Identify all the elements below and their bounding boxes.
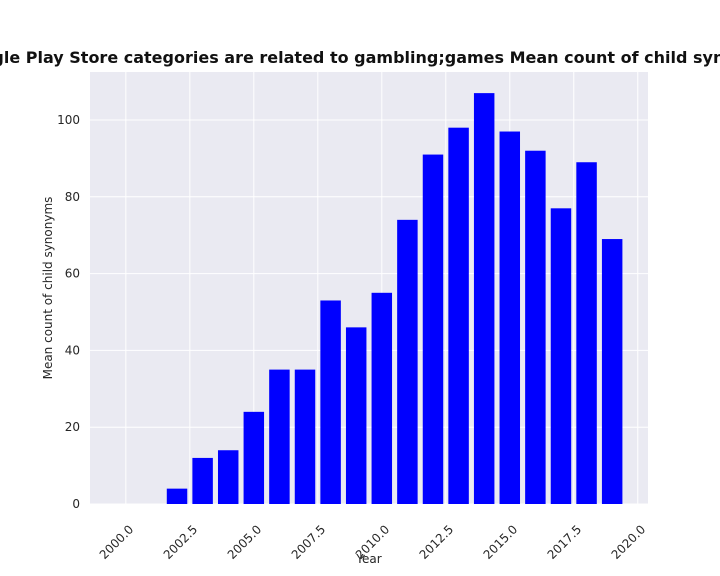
x-axis-label: Year: [355, 552, 381, 566]
y-axis-label: Mean count of child synonyms: [41, 197, 55, 380]
bar-2005: [243, 411, 265, 504]
x-tick-label: 2002.5: [161, 522, 201, 562]
y-tick-label: 20: [65, 420, 80, 434]
x-tick-label: 2015.0: [481, 522, 521, 562]
y-tick-label: 40: [65, 343, 80, 357]
y-tick-label: 100: [57, 113, 80, 127]
y-tick-label: 0: [72, 497, 80, 511]
x-tick-label: 2020.0: [609, 522, 649, 562]
bar-2004: [217, 450, 239, 504]
bar-2007: [294, 369, 316, 504]
bar-2016: [525, 150, 546, 504]
chart-title: Percentage of apps whose Google Play Sto…: [0, 48, 720, 67]
x-tick-label: 2005.0: [225, 522, 265, 562]
bar-2008: [320, 300, 341, 504]
bar-2018: [576, 162, 597, 505]
bar-2003: [192, 457, 213, 504]
bar-2012: [422, 154, 444, 504]
bar-2017: [550, 208, 572, 504]
bar-2014: [473, 93, 495, 505]
bar-2010: [371, 292, 393, 504]
bar-2009: [345, 327, 367, 504]
bars: [166, 93, 623, 505]
x-tick-label: 2012.5: [417, 522, 457, 562]
y-tick-label: 80: [65, 190, 80, 204]
y-tick-labels: 0 20 40 60 80 100: [57, 113, 80, 511]
x-tick-label: 2017.5: [545, 522, 585, 562]
bar-2011: [397, 219, 418, 504]
bar-2002: [166, 488, 188, 504]
bar-2015: [499, 131, 521, 504]
x-tick-label: 2007.5: [289, 522, 329, 562]
bar-2006: [269, 369, 290, 504]
y-tick-label: 60: [65, 267, 80, 281]
x-tick-label: 2000.0: [97, 522, 137, 562]
bar-2013: [448, 127, 469, 505]
bar-2019: [601, 239, 623, 505]
